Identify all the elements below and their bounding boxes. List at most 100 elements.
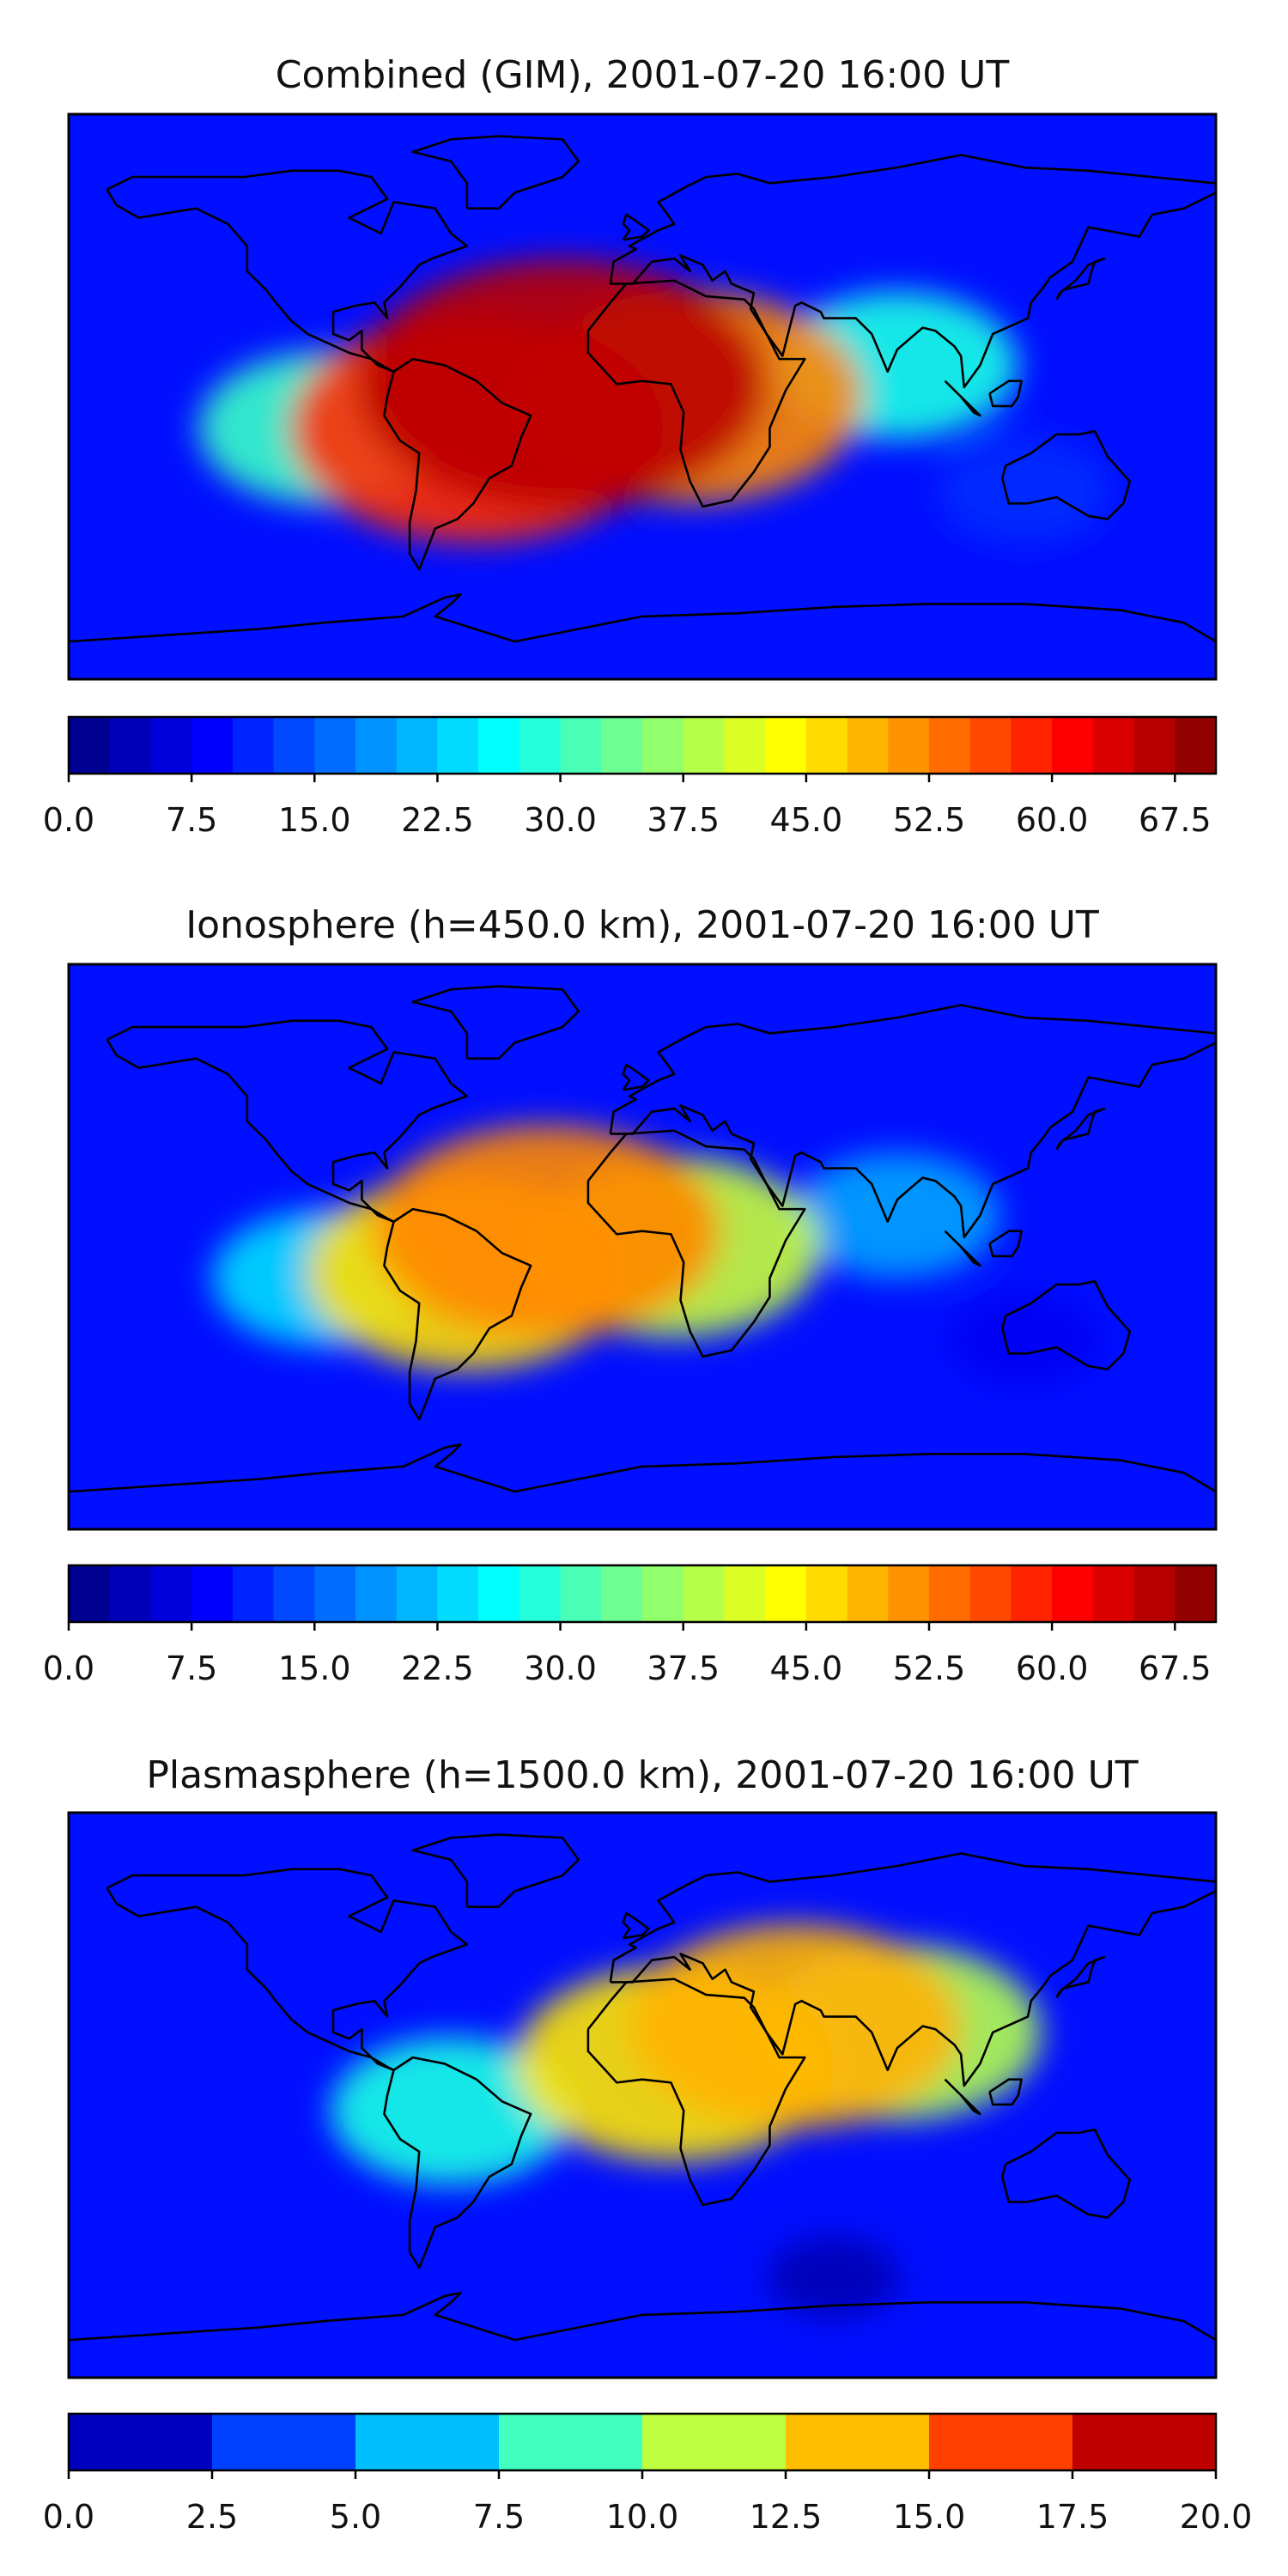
coastline-layer <box>69 135 1216 643</box>
colorbar-band <box>969 717 1012 774</box>
colorbar-band <box>929 1565 971 1622</box>
colorbar-band <box>499 2414 643 2470</box>
colorbar-band <box>314 1565 356 1622</box>
colorbar-band <box>69 1565 111 1622</box>
colorbar-band <box>642 717 684 774</box>
panel-ionosphere: Ionosphere (h=450.0 km), 2001-07-20 16:0… <box>43 903 1218 1687</box>
colorbar-band <box>847 1565 889 1622</box>
panel-plasmasphere: Plasmasphere (h=1500.0 km), 2001-07-20 1… <box>43 1753 1253 2536</box>
field-feature <box>794 1152 1000 1279</box>
colorbar: 0.0 2.5 5.0 7.5 10.0 12.5 15.0 17.5 20.0 <box>43 2412 1253 2536</box>
colorbar-band <box>273 1565 315 1622</box>
colorbar-band <box>232 717 275 774</box>
coastline <box>1055 257 1106 301</box>
colorbar-tick-label: 52.5 <box>893 801 966 839</box>
colorbar-band <box>396 1565 439 1622</box>
colorbar-tick-label: 0.0 <box>43 1649 94 1687</box>
colorbar-band <box>109 1565 152 1622</box>
coastline <box>622 213 650 241</box>
colorbar-band <box>191 717 234 774</box>
colorbar-band <box>683 717 726 774</box>
colorbar-tick-label: 7.5 <box>166 801 217 839</box>
heat-field <box>69 964 1216 1529</box>
coastline-layer <box>69 1833 1216 2342</box>
colorbar-frame <box>67 715 1218 775</box>
colorbar-tick-label: 45.0 <box>770 1649 843 1687</box>
colorbar-band <box>1052 1565 1094 1622</box>
colorbar-band <box>765 717 807 774</box>
colorbar-band <box>69 2414 213 2470</box>
colorbar-band <box>560 1565 602 1622</box>
colorbar-band <box>1011 717 1053 774</box>
coastline <box>1001 429 1132 520</box>
coastline-layer <box>69 985 1216 1493</box>
colorbar-band <box>314 717 356 774</box>
colorbar-band <box>1092 1565 1135 1622</box>
colorbar-tick-label: 0.0 <box>43 2498 94 2536</box>
colorbar-band <box>805 1565 848 1622</box>
colorbar-tick-label: 15.0 <box>278 801 351 839</box>
colorbar-band <box>1092 717 1135 774</box>
colorbar-band <box>519 1565 562 1622</box>
colorbar-tick-label: 7.5 <box>166 1649 217 1687</box>
coastline <box>411 135 580 210</box>
panel-title: Combined (GIM), 2001-07-20 16:00 UT <box>276 53 1010 97</box>
colorbar-band <box>437 717 479 774</box>
colorbar-band <box>519 717 562 774</box>
colorbar: 0.0 7.5 15.0 22.5 30.0 37.5 45.0 52.5 60.0 67.5 <box>43 1564 1218 1687</box>
coastline <box>609 1852 1216 2087</box>
colorbar-band <box>1133 1565 1176 1622</box>
colorbar-tick-label: 5.0 <box>330 2498 381 2536</box>
field-feature <box>373 1125 720 1338</box>
heat-field <box>69 114 1216 679</box>
colorbar-band <box>69 717 111 774</box>
colorbar-band <box>212 2414 356 2470</box>
colorbar-band <box>929 2414 1073 2470</box>
field-feature <box>330 2037 572 2185</box>
coastline <box>69 2291 1216 2342</box>
map-field <box>69 114 1216 679</box>
colorbar-band <box>601 717 643 774</box>
colorbar-band <box>765 1565 807 1622</box>
coastline <box>609 154 1216 389</box>
colorbar-band <box>1175 717 1217 774</box>
colorbar-band <box>109 717 152 774</box>
colorbar-tick-label: 45.0 <box>770 801 843 839</box>
colorbar-band <box>888 717 930 774</box>
coastline <box>69 1443 1216 1493</box>
colorbar-band <box>478 1565 520 1622</box>
field-feature <box>948 1294 1102 1388</box>
map-frame <box>67 1811 1218 2379</box>
colorbar-band <box>1072 2414 1217 2470</box>
colorbar-band <box>1052 717 1094 774</box>
coastline <box>622 1063 650 1091</box>
colorbar-tick-label: 22.5 <box>401 1649 474 1687</box>
colorbar-band <box>478 717 520 774</box>
coastline <box>383 357 532 571</box>
colorbar-tick-label: 7.5 <box>473 2498 525 2536</box>
colorbar-tick-label: 67.5 <box>1139 801 1212 839</box>
colorbar-band <box>437 1565 479 1622</box>
coastline <box>944 380 981 417</box>
colorbar-tick-label: 67.5 <box>1139 1649 1212 1687</box>
map-field <box>69 964 1216 1529</box>
panel-title: Plasmasphere (h=1500.0 km), 2001-07-20 1… <box>146 1753 1138 1797</box>
colorbar-band <box>724 717 766 774</box>
coastline <box>106 1019 469 1224</box>
colorbar-band <box>560 717 602 774</box>
coastline <box>586 279 806 508</box>
colorbar-band <box>355 717 398 774</box>
colorbar-band <box>150 1565 192 1622</box>
coastline <box>411 1833 580 1908</box>
colorbar-band <box>396 717 439 774</box>
coastline <box>622 1911 650 1940</box>
coastline <box>586 1978 806 2207</box>
colorbar-tick-label: 17.5 <box>1036 2498 1109 2536</box>
colorbar-band <box>683 1565 726 1622</box>
colorbar-tick-label: 20.0 <box>1180 2498 1253 2536</box>
field-feature <box>939 439 1110 544</box>
field-feature <box>628 1923 963 2129</box>
colorbar-band <box>642 2414 787 2470</box>
coastline <box>586 1129 806 1358</box>
colorbar-band <box>929 717 971 774</box>
